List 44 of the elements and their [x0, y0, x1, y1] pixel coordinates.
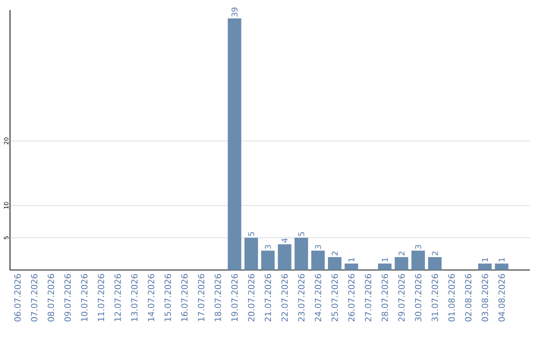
x-tick-label: 18.07.2026	[214, 274, 222, 322]
x-tick-label: 08.07.2026	[48, 274, 54, 322]
x-tick-label: 15.07.2026	[164, 274, 171, 322]
x-tick-label: 28.07.2026	[382, 274, 388, 322]
x-tick-label: 31.07.2026	[432, 274, 438, 322]
bar	[494, 264, 508, 270]
bar	[244, 238, 258, 270]
x-tick-label: 27.07.2026	[364, 274, 372, 322]
x-tick-label: 06.07.2026	[14, 274, 21, 322]
bar	[328, 257, 342, 270]
x-tick-label: 04.08.2026	[498, 274, 505, 322]
x-tick-label: 23.07.2026	[298, 274, 305, 322]
x-tick-label: 10.07.2026	[81, 274, 88, 322]
x-tick-label: 09.07.2026	[64, 274, 71, 322]
bar	[278, 244, 292, 270]
x-tick-label: 22.07.2026	[281, 274, 288, 322]
x-tick-label: 01.08.2026	[448, 274, 455, 322]
x-tick-label: 30.07.2026	[414, 274, 422, 322]
bar	[378, 264, 392, 270]
x-tick-label: 03.08.2026	[482, 274, 488, 322]
x-tick-label: 19.07.2026	[231, 274, 238, 322]
bar	[294, 238, 308, 270]
bar	[261, 250, 275, 270]
x-tick-label: 16.07.2026	[181, 274, 188, 322]
x-tick-label: 02.08.2026	[465, 274, 472, 322]
bar	[311, 250, 325, 270]
x-tick-label: 14.07.2026	[148, 274, 154, 322]
bar	[344, 264, 358, 270]
x-tick-label: 29.07.2026	[398, 274, 405, 322]
x-tick-label: 13.07.2026	[131, 274, 138, 322]
bar	[428, 257, 442, 270]
x-tick-label: 25.07.2026	[331, 274, 338, 322]
x-tick-label: 21.07.2026	[264, 274, 272, 322]
x-tick-label: 17.07.2026	[198, 274, 204, 322]
x-tick-label: 24.07.2026	[314, 274, 322, 322]
x-tick-label: 07.07.2026	[31, 274, 38, 322]
bar	[228, 18, 242, 270]
bar	[478, 264, 492, 270]
bar	[394, 257, 408, 270]
x-tick-label: 11.07.2026	[98, 274, 104, 322]
x-tick-label: 26.07.2026	[348, 274, 355, 322]
x-tick-label: 12.07.2026	[114, 274, 121, 322]
bar	[411, 250, 425, 270]
x-tick-label: 20.07.2026	[248, 274, 254, 322]
